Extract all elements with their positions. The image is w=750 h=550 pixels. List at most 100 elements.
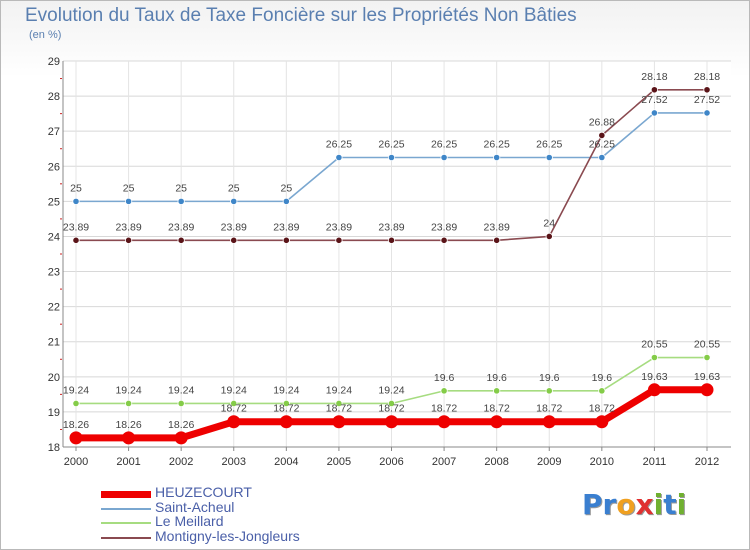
data-label-saint-acheul: 27.52 [641, 94, 667, 106]
data-label-heuzecourt: 18.26 [63, 419, 89, 431]
y-tick-label: 27 [48, 126, 60, 138]
data-label-heuzecourt: 18.72 [431, 403, 457, 415]
data-label-heuzecourt: 18.72 [589, 403, 615, 415]
data-label-le-meillard: 19.24 [378, 384, 404, 396]
data-label-heuzecourt: 18.26 [115, 419, 141, 431]
data-point-heuzecourt [122, 431, 136, 445]
chart-title: Evolution du Taux de Taxe Foncière sur l… [25, 5, 577, 26]
data-point-le-meillard [282, 399, 290, 408]
data-label-heuzecourt: 18.26 [168, 419, 194, 431]
data-point-saint-acheul [124, 197, 133, 205]
data-label-montigny-les-jongleurs: 23.89 [378, 221, 404, 233]
data-point-heuzecourt [279, 415, 293, 429]
x-tick-label: 2003 [222, 456, 246, 468]
logo-letter: x [635, 488, 654, 521]
data-label-saint-acheul: 25 [280, 182, 292, 194]
data-point-le-meillard [72, 399, 80, 408]
data-label-saint-acheul: 25 [175, 182, 187, 194]
data-point-heuzecourt [437, 415, 451, 429]
data-point-heuzecourt [647, 383, 661, 397]
data-point-le-meillard [230, 399, 238, 408]
data-label-le-meillard: 19.24 [221, 384, 247, 396]
data-point-heuzecourt [385, 415, 398, 429]
data-point-le-meillard [545, 387, 553, 395]
y-tick-label: 24 [48, 231, 60, 243]
y-tick-label: 23 [48, 267, 60, 279]
data-label-le-meillard: 19.24 [326, 384, 352, 396]
data-point-saint-acheul [545, 153, 553, 162]
x-tick-label: 2004 [274, 456, 298, 468]
y-tick-label: 22 [48, 302, 60, 314]
data-label-le-meillard: 19.24 [63, 384, 89, 396]
logo-letter: i [676, 488, 687, 521]
data-point-saint-acheul [177, 197, 185, 205]
data-point-saint-acheul [598, 153, 606, 162]
legend-swatch [101, 507, 151, 510]
chart-unit-label: (en %) [29, 29, 62, 41]
data-label-montigny-les-jongleurs: 23.89 [115, 221, 141, 233]
data-label-heuzecourt: 18.72 [484, 403, 510, 415]
data-label-montigny-les-jongleurs: 24 [543, 217, 555, 229]
data-label-saint-acheul: 26.25 [431, 139, 457, 151]
data-label-montigny-les-jongleurs: 23.89 [326, 221, 352, 233]
data-point-saint-acheul [650, 109, 659, 117]
data-point-heuzecourt [700, 383, 714, 397]
x-tick-label: 2011 [643, 456, 667, 468]
y-tick-label: 20 [48, 372, 60, 384]
legend-swatch [101, 522, 151, 524]
logo-letter: i [653, 488, 664, 521]
y-tick-label: 19 [48, 407, 60, 419]
data-point-le-meillard [124, 399, 133, 408]
data-point-montigny-les-jongleurs [440, 236, 448, 244]
data-label-le-meillard: 19.24 [273, 384, 299, 396]
data-label-le-meillard: 20.55 [694, 339, 720, 351]
data-label-saint-acheul: 25 [70, 182, 82, 194]
data-label-montigny-les-jongleurs: 28.18 [641, 71, 667, 83]
data-point-montigny-les-jongleurs [493, 236, 501, 244]
data-point-montigny-les-jongleurs [282, 236, 290, 244]
data-point-le-meillard [335, 399, 343, 408]
data-point-montigny-les-jongleurs [650, 86, 659, 94]
x-tick-label: 2006 [379, 456, 403, 468]
data-label-montigny-les-jongleurs: 26.88 [589, 116, 615, 128]
x-tick-label: 2001 [116, 456, 140, 468]
data-label-saint-acheul: 26.25 [589, 139, 615, 151]
legend-swatch [101, 536, 151, 539]
data-point-heuzecourt [332, 415, 346, 429]
x-tick-label: 2008 [484, 456, 508, 468]
logo-letter: o [616, 488, 636, 521]
data-point-montigny-les-jongleurs [72, 236, 80, 244]
data-point-montigny-les-jongleurs [545, 232, 553, 241]
data-label-montigny-les-jongleurs: 23.89 [484, 221, 510, 233]
legend-item: Le Meillard [101, 513, 361, 530]
data-point-saint-acheul [493, 153, 501, 162]
data-point-montigny-les-jongleurs [598, 131, 606, 139]
data-label-heuzecourt: 19.63 [694, 371, 720, 383]
data-label-montigny-les-jongleurs: 28.18 [694, 71, 720, 83]
logo-letter: P [582, 488, 603, 521]
data-label-le-meillard: 19.6 [539, 372, 560, 384]
legend-label: Le Meillard [155, 513, 224, 529]
data-label-montigny-les-jongleurs: 23.89 [221, 221, 247, 233]
data-label-le-meillard: 19.6 [434, 372, 455, 384]
data-point-saint-acheul [72, 197, 80, 205]
data-point-le-meillard [650, 353, 659, 362]
x-tick-label: 2007 [432, 456, 456, 468]
data-label-montigny-les-jongleurs: 23.89 [431, 221, 457, 233]
data-point-le-meillard [177, 399, 185, 408]
data-label-montigny-les-jongleurs: 23.89 [273, 221, 299, 233]
data-point-montigny-les-jongleurs [230, 236, 238, 244]
legend-label: Montigny-les-Jongleurs [155, 527, 300, 544]
data-point-montigny-les-jongleurs [177, 236, 185, 244]
data-label-le-meillard: 20.55 [641, 339, 667, 351]
data-label-heuzecourt: 18.72 [273, 403, 299, 415]
data-point-saint-acheul [387, 153, 396, 162]
data-point-saint-acheul [703, 109, 711, 117]
legend-label: Saint-Acheul [155, 498, 235, 515]
data-point-heuzecourt [227, 415, 241, 429]
logo-letter: r [602, 488, 617, 521]
x-tick-label: 2002 [169, 456, 193, 468]
data-label-saint-acheul: 25 [228, 182, 240, 194]
data-label-saint-acheul: 26.25 [536, 139, 562, 151]
